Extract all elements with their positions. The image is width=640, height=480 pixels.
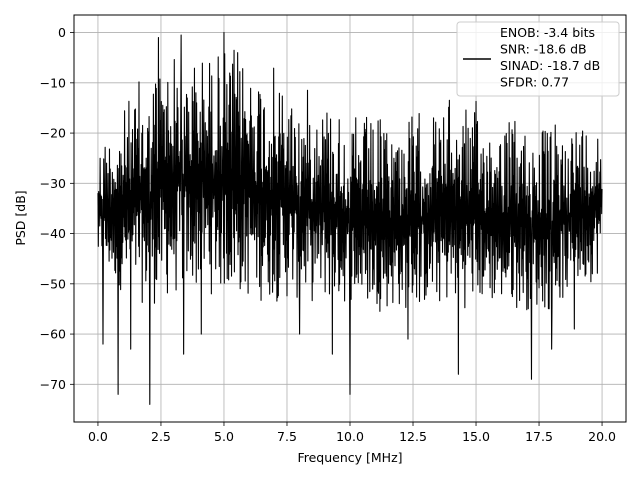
- y-tick-label: −60: [40, 327, 66, 342]
- legend-line-sinad: SINAD: -18.7 dB: [500, 58, 600, 73]
- x-tick-label: 5.0: [214, 429, 234, 444]
- x-tick-label: 10.0: [336, 429, 364, 444]
- y-tick-label: 0: [58, 25, 66, 40]
- series-line-psd: [97, 32, 603, 405]
- y-axis-label: PSD [dB]: [13, 190, 28, 245]
- x-tick-label: 20.0: [588, 429, 616, 444]
- y-tick-label: −10: [40, 75, 66, 90]
- legend-line-sfdr: SFDR: 0.77: [500, 75, 569, 90]
- x-tick-label: 15.0: [462, 429, 490, 444]
- legend-box: [456, 21, 620, 97]
- legend-line-snr: SNR: -18.6 dB: [500, 42, 587, 57]
- y-tick-label: −50: [40, 276, 66, 291]
- x-tick-label: 7.5: [277, 429, 297, 444]
- x-tick-label: 2.5: [151, 429, 171, 444]
- y-axis-ticks: 0 −10 −20 −30 −40 −50 −60 −70: [40, 25, 74, 392]
- x-tick-label: 0.0: [88, 429, 108, 444]
- y-tick-label: −40: [40, 226, 66, 241]
- x-axis-label: Frequency [MHz]: [297, 450, 402, 465]
- y-tick-label: −30: [40, 176, 66, 191]
- legend-line-enob: ENOB: -3.4 bits: [500, 25, 595, 40]
- x-axis-ticks: 0.0 2.5 5.0 7.5 10.0 12.5 15.0 17.5 20.0: [88, 422, 616, 444]
- y-tick-label: −20: [40, 126, 66, 141]
- y-tick-label: −70: [40, 377, 66, 392]
- x-tick-label: 12.5: [399, 429, 427, 444]
- x-tick-label: 17.5: [525, 429, 553, 444]
- legend-label-psd: ENOB: -3.4 bits SNR: -18.6 dB SINAD: -18…: [500, 25, 604, 90]
- legend: ENOB: -3.4 bits SNR: -18.6 dB SINAD: -18…: [456, 21, 620, 97]
